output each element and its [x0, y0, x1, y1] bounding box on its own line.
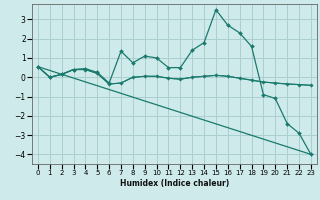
X-axis label: Humidex (Indice chaleur): Humidex (Indice chaleur)	[120, 179, 229, 188]
